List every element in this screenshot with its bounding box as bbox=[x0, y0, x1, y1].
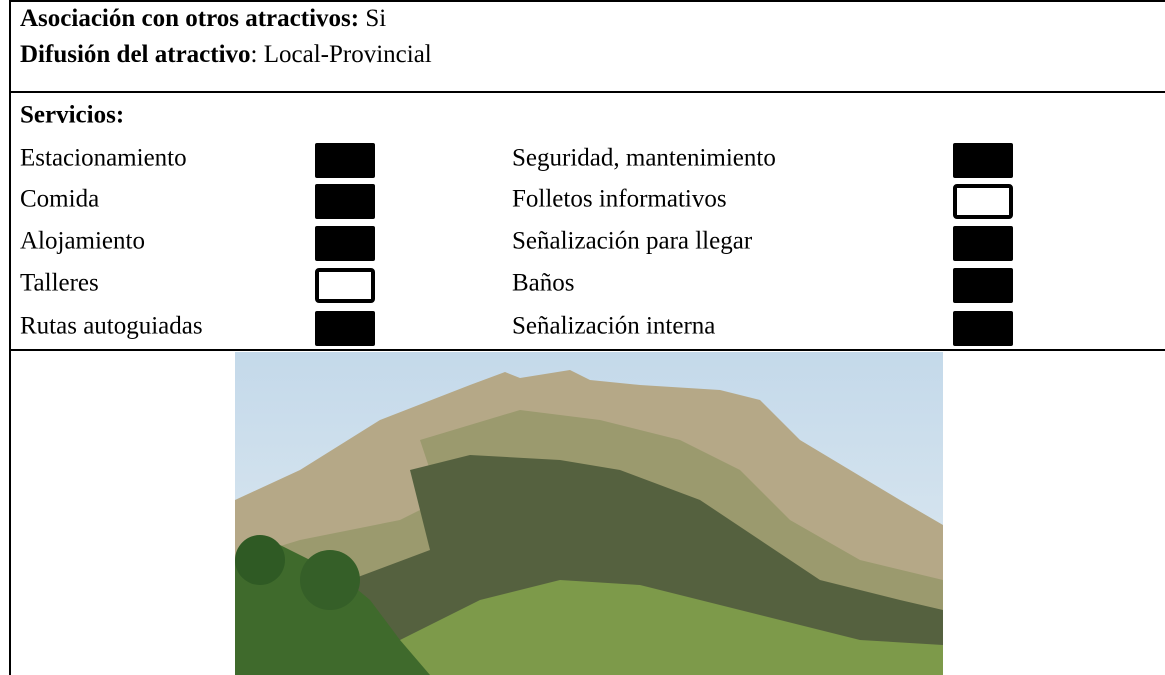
service-label: Rutas autoguiadas bbox=[20, 313, 203, 340]
checkbox-checked bbox=[315, 226, 375, 261]
checkbox-empty bbox=[953, 184, 1013, 219]
service-label: Señalización interna bbox=[512, 313, 715, 340]
checkbox-checked bbox=[315, 311, 375, 346]
service-label: Folletos informativos bbox=[512, 186, 727, 213]
row-value: Si bbox=[359, 5, 386, 32]
row-value: : Local-Provincial bbox=[251, 41, 432, 68]
service-label: Estacionamiento bbox=[20, 145, 187, 172]
services: Estacionamiento Comida Alojamiento Talleres… bbox=[20, 143, 1013, 346]
row-label: Asociación con otros atractivos: bbox=[20, 5, 359, 32]
checkbox-checked bbox=[315, 143, 375, 178]
row-text: Difusión del atractivo: Local-Provincial bbox=[20, 41, 432, 68]
checkbox-checked bbox=[315, 184, 375, 219]
checkbox-checked bbox=[953, 268, 1013, 303]
service-label: Señalización para llegar bbox=[512, 228, 753, 255]
section-title: Servicios: bbox=[20, 102, 124, 129]
service-label: Alojamiento bbox=[20, 228, 145, 255]
checkbox-checked bbox=[953, 311, 1013, 346]
service-label: Comida bbox=[20, 186, 99, 213]
row-text: Asociación con otros atractivos: Si bbox=[20, 5, 386, 32]
photo bbox=[235, 352, 943, 675]
service-label: Seguridad, mantenimiento bbox=[512, 145, 776, 172]
service-label: Talleres bbox=[20, 270, 99, 297]
row-label: Difusión del atractivo bbox=[20, 41, 251, 68]
checkbox-checked bbox=[953, 143, 1013, 178]
checkbox-empty bbox=[315, 268, 375, 303]
checkbox-checked bbox=[953, 226, 1013, 261]
service-label: Baños bbox=[512, 270, 575, 297]
